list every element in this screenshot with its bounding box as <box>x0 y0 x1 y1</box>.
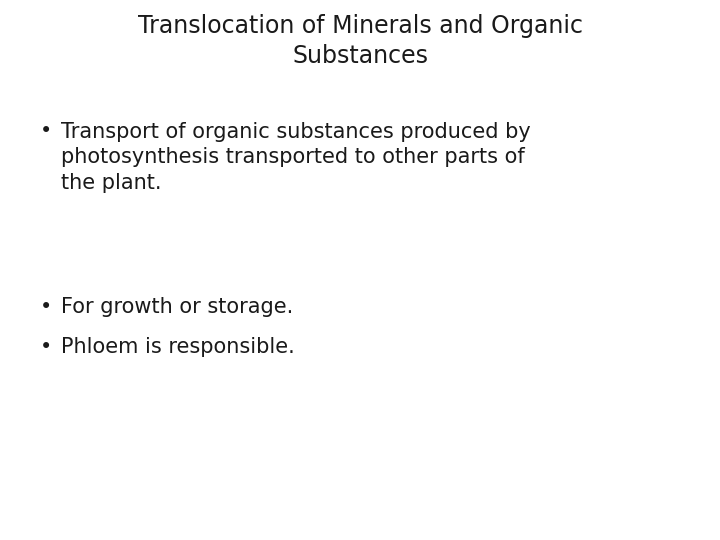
Text: •: • <box>40 122 53 141</box>
Text: •: • <box>40 297 53 317</box>
Text: •: • <box>40 337 53 357</box>
Text: For growth or storage.: For growth or storage. <box>61 297 294 317</box>
Text: Translocation of Minerals and Organic
Substances: Translocation of Minerals and Organic Su… <box>138 14 582 68</box>
Text: Transport of organic substances produced by
photosynthesis transported to other : Transport of organic substances produced… <box>61 122 531 193</box>
Text: Phloem is responsible.: Phloem is responsible. <box>61 337 295 357</box>
